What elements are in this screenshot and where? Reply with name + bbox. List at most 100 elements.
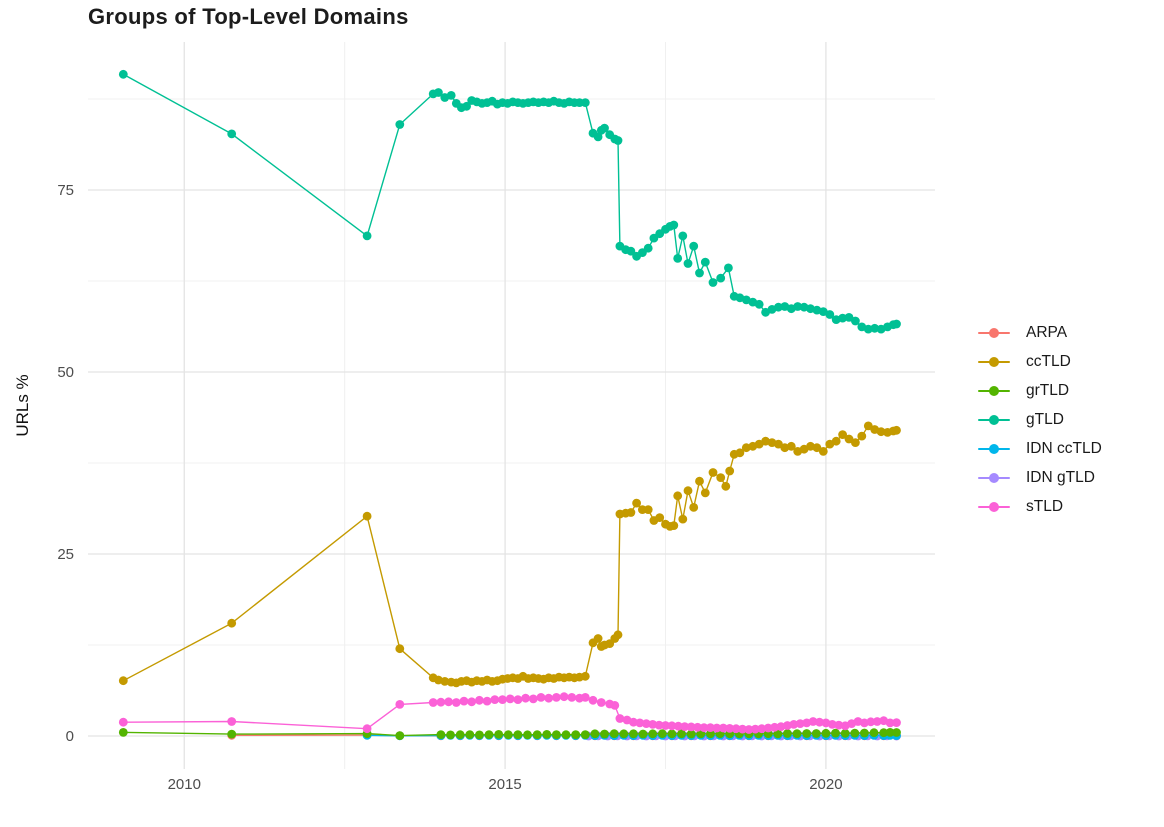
data-point-stld [789,720,799,729]
data-point-grtld [532,730,542,739]
legend-marker-dot [989,414,999,425]
legend-marker-idn-gtld [978,472,1010,484]
y-axis-tick-label: 75 [57,182,74,199]
data-point-stld [444,697,453,707]
data-point-grtld [657,729,667,739]
data-point-stld [763,723,773,733]
data-point-stld [686,722,696,732]
data-point-grtld [542,730,552,739]
data-point-stld [648,720,658,729]
data-point-grtld [706,729,715,739]
data-point-cctld [643,505,653,514]
x-axis-tick-label: 2010 [168,776,201,793]
data-point-stld [536,693,546,702]
data-point-grtld [638,729,648,739]
data-point-stld [680,722,690,731]
data-point-grtld [879,728,889,738]
data-point-grtld [892,728,901,737]
data-point-gtld [689,241,699,251]
legend-item-grtld: grTLD [978,376,1102,405]
legend-item-stld: sTLD [978,492,1102,521]
legend-marker-dot [989,472,999,483]
legend-item-arpa: ARPA [978,318,1102,347]
data-point-stld [699,723,709,732]
data-point-cctld [876,427,886,437]
data-point-gtld [870,323,880,333]
data-point-grtld [677,729,686,739]
x-axis-tick-label: 2015 [488,776,521,793]
data-point-gtld [844,313,854,322]
data-point-grtld [667,729,677,739]
data-point-stld [654,720,664,730]
data-point-gtld [600,123,609,133]
data-point-stld [459,696,469,706]
data-point-cctld [708,468,718,477]
data-point-stld [834,720,844,730]
data-point-stld [866,717,876,727]
data-point-cctld [673,491,683,501]
data-point-gtld [580,98,590,107]
data-point-grtld [503,730,513,740]
data-point-gtld [626,246,636,256]
data-point-gtld [395,120,405,129]
data-point-grtld [590,729,600,739]
data-point-stld [451,698,461,707]
data-point-cctld [700,488,710,498]
data-point-stld [641,719,651,728]
data-point-cctld [863,421,873,431]
data-point-cctld [626,508,636,517]
data-point-stld [362,724,372,734]
data-point-gtld [774,302,783,312]
data-point-stld [815,717,824,727]
legend-item-label: gTLD [1026,410,1064,428]
data-point-stld [559,692,569,702]
legend-item-idn-gtld: IDN gTLD [978,463,1102,492]
legend-marker-dot [989,443,999,454]
legend-marker-grtld [978,385,1010,397]
data-point-stld [552,693,561,702]
data-point-grtld [686,729,696,739]
legend-marker-cctld [978,356,1010,368]
data-point-grtld [513,730,523,739]
data-point-stld [757,724,767,734]
data-point-gtld [643,243,653,253]
data-point-grtld [783,729,792,738]
data-point-stld [827,720,837,729]
data-point-stld [521,693,530,703]
data-point-stld [725,724,735,733]
data-point-stld [513,695,523,704]
data-point-cctld [580,671,590,681]
data-point-cctld [725,466,735,476]
data-point-stld [544,693,554,703]
data-point-stld [467,697,477,707]
data-point-gtld [227,129,237,139]
legend-marker-dot [989,356,999,367]
data-point-stld [673,721,683,731]
data-point-cctld [716,473,726,482]
legend-marker-dot [989,385,999,396]
legend-item-idn-cctld: IDN ccTLD [978,434,1102,463]
data-point-gtld [825,310,835,319]
data-point-grtld [552,730,561,739]
data-point-cctld [774,439,783,449]
data-point-stld [395,700,405,709]
legend-item-label: IDN ccTLD [1026,439,1102,457]
data-point-stld [731,724,741,734]
y-axis-tick-label: 50 [57,364,74,381]
data-point-gtld [118,69,128,79]
legend-item-label: IDN gTLD [1026,468,1095,486]
legend-item-gtld: gTLD [978,405,1102,434]
data-point-cctld [857,431,867,441]
data-point-stld [661,721,670,730]
data-point-grtld [831,728,840,738]
data-point-cctld [812,443,822,453]
data-point-gtld [683,259,693,268]
data-point-cctld [683,486,693,496]
data-point-grtld [523,730,532,740]
data-point-gtld [362,231,372,241]
data-point-cctld [831,436,841,446]
data-point-cctld [362,511,372,521]
data-point-cctld [678,514,688,524]
data-point-gtld [700,257,710,267]
